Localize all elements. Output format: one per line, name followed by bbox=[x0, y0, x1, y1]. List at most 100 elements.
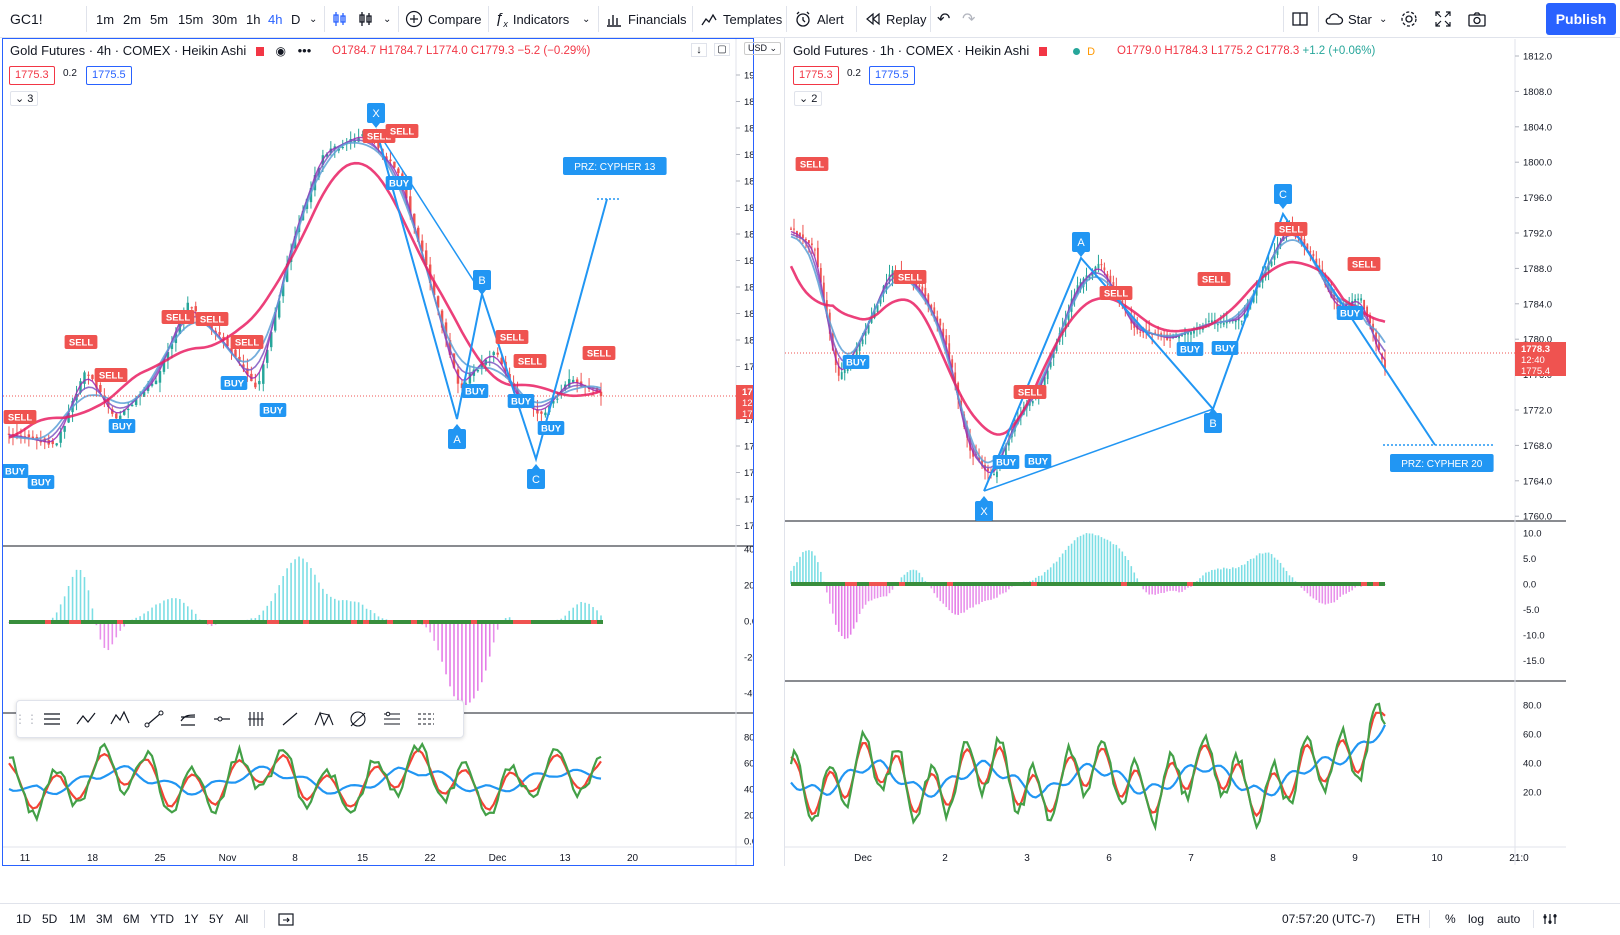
symbol-label[interactable]: GC1! bbox=[10, 11, 43, 27]
candle-body bbox=[993, 474, 995, 476]
interval-4h[interactable]: 4h bbox=[268, 11, 283, 27]
candle-body bbox=[266, 349, 269, 363]
redo-icon[interactable]: ↷ bbox=[962, 11, 976, 28]
chevron-down-icon[interactable]: ⌄ bbox=[309, 13, 318, 25]
candle-body bbox=[1193, 329, 1195, 334]
interval-5m[interactable]: 5m bbox=[150, 11, 169, 27]
pattern-point-label: B bbox=[1209, 418, 1216, 430]
left-chart-title[interactable]: Gold Futures · 4h · COMEX · Heikin Ashi … bbox=[10, 43, 312, 58]
financials-button[interactable]: Financials bbox=[605, 0, 687, 38]
range-5D[interactable]: 5D bbox=[42, 912, 58, 926]
interval-D[interactable]: D bbox=[291, 11, 301, 27]
scroll-down-icon[interactable]: ↓ bbox=[691, 43, 707, 57]
buy-price-box[interactable]: 1775.5 bbox=[869, 66, 915, 85]
candles-icon[interactable] bbox=[357, 0, 375, 38]
regression-channel-icon[interactable] bbox=[409, 702, 443, 736]
left-chart-canvas[interactable]: 1900.01890.01880.01870.01860.01850.01840… bbox=[3, 39, 753, 865]
right-chart-pane[interactable] bbox=[784, 38, 1566, 866]
collapse-studies-button[interactable]: ⌄ 3 bbox=[10, 91, 39, 106]
range-5Y[interactable]: 5Y bbox=[209, 912, 224, 926]
candle-body bbox=[816, 247, 819, 268]
percent-toggle[interactable]: % bbox=[1445, 912, 1456, 926]
chevron-down-icon[interactable]: ⌄ bbox=[1379, 13, 1388, 25]
rsi-axis-label: 20.0 bbox=[1523, 788, 1542, 799]
rsi-axis-label: 40.0 bbox=[744, 785, 753, 796]
elliott-wave-icon[interactable] bbox=[103, 702, 137, 736]
right-chart-canvas[interactable]: 1812.0 1808.0 1804.0 1800.0 1796.0 1792.0 1788… bbox=[785, 39, 1566, 865]
gear-icon[interactable] bbox=[1400, 0, 1418, 38]
chevron-down-icon[interactable]: ⌄ bbox=[582, 13, 591, 25]
gann-fan-icon[interactable] bbox=[341, 702, 375, 736]
financials-icon bbox=[607, 15, 621, 27]
price-axis-label: 1880.0 bbox=[744, 124, 753, 135]
bar-type-icon[interactable] bbox=[331, 0, 349, 38]
chevron-down-icon[interactable]: ⌄ bbox=[383, 13, 392, 25]
range-All[interactable]: All bbox=[235, 912, 249, 926]
fullscreen-icon[interactable] bbox=[1434, 0, 1452, 38]
pitchfork-icon[interactable] bbox=[239, 702, 273, 736]
candle-body bbox=[1046, 370, 1049, 380]
auto-toggle[interactable]: auto bbox=[1497, 912, 1521, 926]
maximize-icon[interactable]: ▢ bbox=[714, 43, 730, 56]
session-button[interactable]: ETH bbox=[1396, 912, 1420, 926]
range-1D[interactable]: 1D bbox=[16, 912, 32, 926]
left-ohlc-values: O1784.7 H1784.7 L1774.0 C1779.3 −5.2 (−0… bbox=[332, 45, 591, 57]
candle-body bbox=[540, 411, 543, 414]
drag-handle-icon[interactable]: ⋮⋮ bbox=[14, 712, 38, 726]
range-6M[interactable]: 6M bbox=[123, 912, 140, 926]
lines-tool-icon[interactable] bbox=[35, 702, 69, 736]
camera-icon[interactable] bbox=[1467, 0, 1487, 38]
fib-channel-icon[interactable] bbox=[171, 702, 205, 736]
indicators-button[interactable]: ƒx Indicators bbox=[495, 9, 570, 29]
candle-body bbox=[954, 372, 957, 383]
left-chart-pane[interactable] bbox=[2, 38, 754, 866]
goto-date-icon[interactable] bbox=[277, 904, 295, 934]
collapse-studies-button[interactable]: ⌄ 2 bbox=[794, 91, 823, 106]
pattern-point-pointer bbox=[1077, 252, 1085, 257]
trend-line-icon[interactable] bbox=[137, 702, 171, 736]
undo-icon[interactable]: ↶ bbox=[937, 11, 951, 28]
horizontal-ray-icon[interactable] bbox=[205, 702, 239, 736]
alert-button[interactable]: Alert bbox=[794, 0, 844, 38]
compare-button[interactable]: Compare bbox=[405, 0, 481, 38]
sell-price-box[interactable]: 1775.3 bbox=[793, 66, 839, 85]
sell-signal-box bbox=[1099, 286, 1133, 300]
abcd-pattern-icon[interactable] bbox=[69, 702, 103, 736]
layout-icon[interactable] bbox=[1291, 0, 1309, 38]
range-1M[interactable]: 1M bbox=[69, 912, 86, 926]
log-toggle[interactable]: log bbox=[1468, 912, 1485, 926]
templates-button[interactable]: Templates bbox=[700, 0, 782, 38]
ray-line-icon[interactable] bbox=[273, 702, 307, 736]
alarm-clock-icon bbox=[796, 11, 810, 27]
interval-30m[interactable]: 30m bbox=[212, 11, 238, 27]
xabcd-pattern-icon[interactable] bbox=[307, 702, 341, 736]
symbol-search[interactable]: GC1! bbox=[10, 0, 43, 38]
save-cloud-button[interactable]: Star bbox=[1324, 0, 1372, 38]
sell-signal: SELL bbox=[1352, 260, 1376, 271]
prz-label: PRZ: CYPHER 20 bbox=[1401, 459, 1483, 470]
candle-body bbox=[1360, 298, 1363, 301]
parallel-channel-icon[interactable] bbox=[375, 702, 409, 736]
templates-icon bbox=[701, 13, 717, 26]
time-axis-label: 7 bbox=[1188, 853, 1194, 864]
candle-body bbox=[1207, 320, 1210, 322]
candle-body bbox=[1267, 263, 1270, 273]
currency-select[interactable]: USD ⌄ bbox=[744, 42, 782, 55]
interval-1m[interactable]: 1m bbox=[96, 11, 115, 27]
interval-15m[interactable]: 15m bbox=[178, 11, 204, 27]
range-1Y[interactable]: 1Y bbox=[184, 912, 199, 926]
clock-time[interactable]: 07:57:20 (UTC-7) bbox=[1282, 912, 1376, 926]
right-chart-title[interactable]: Gold Futures · 1h · COMEX · Heikin Ashi … bbox=[793, 43, 1096, 58]
range-YTD[interactable]: YTD bbox=[150, 912, 174, 926]
sell-signal: SELL bbox=[587, 349, 611, 360]
publish-button[interactable]: Publish bbox=[1546, 3, 1616, 35]
replay-button[interactable]: Replay bbox=[864, 0, 926, 38]
sell-price-box[interactable]: 1775.3 bbox=[9, 66, 55, 85]
buy-price-box[interactable]: 1775.5 bbox=[86, 66, 132, 85]
interval-1h[interactable]: 1h bbox=[246, 11, 261, 27]
candle-body bbox=[126, 409, 130, 411]
axis-settings-icon[interactable] bbox=[1541, 904, 1559, 934]
range-3M[interactable]: 3M bbox=[96, 912, 113, 926]
candle-body bbox=[1148, 329, 1151, 331]
interval-2m[interactable]: 2m bbox=[123, 11, 142, 27]
